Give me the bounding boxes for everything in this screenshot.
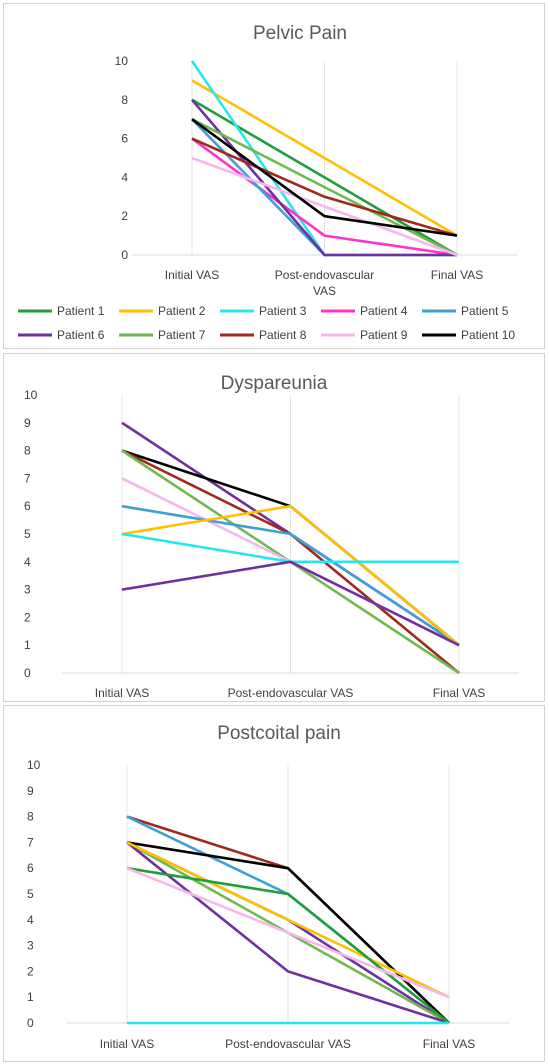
y-tick-label: 1 bbox=[24, 638, 31, 652]
y-tick-label: 0 bbox=[121, 248, 128, 262]
x-tick-label: Post-endovascular VAS bbox=[228, 686, 354, 700]
x-tick-label: Final VAS bbox=[431, 268, 483, 282]
x-tick-label: Initial VAS bbox=[100, 1037, 154, 1051]
y-tick-label: 8 bbox=[24, 444, 31, 458]
y-tick-label: 2 bbox=[27, 964, 34, 978]
legend-label: Patient 5 bbox=[461, 304, 509, 318]
legend-label: Patient 7 bbox=[158, 328, 206, 342]
series-line-patient-7 bbox=[191, 118, 458, 257]
dyspareunia-chart: Dyspareunia 0 1 2 3 4 5 6 7 8 9 10 Initial VAS Post-e… bbox=[24, 373, 519, 700]
y-tick-label: 0 bbox=[24, 666, 31, 680]
series-line-9 bbox=[121, 560, 460, 647]
legend-label: Patient 4 bbox=[360, 304, 408, 318]
y-tick-label: 6 bbox=[121, 132, 128, 146]
y-tick-label: 4 bbox=[27, 913, 34, 927]
y-tick-label: 6 bbox=[27, 861, 34, 875]
y-tick-label: 2 bbox=[24, 610, 31, 624]
series-line-patient-2 bbox=[191, 79, 458, 237]
series-line-patient-10 bbox=[191, 118, 458, 237]
legend-label: Patient 1 bbox=[57, 304, 105, 318]
x-tick-label: Post-endovascular VAS bbox=[275, 268, 374, 298]
series-line-8 bbox=[126, 866, 450, 1025]
series-line-6 bbox=[126, 841, 450, 1025]
y-tick-label: 9 bbox=[27, 784, 34, 798]
x-tick-label: Initial VAS bbox=[95, 686, 149, 700]
chart-title: Postcoital pain bbox=[217, 723, 341, 744]
y-tick-label: 5 bbox=[24, 527, 31, 541]
y-tick-label: 10 bbox=[24, 388, 38, 402]
series-line-patient-9 bbox=[191, 156, 458, 257]
series-line-9 bbox=[126, 866, 450, 999]
y-tick-label: 8 bbox=[27, 810, 34, 824]
y-tick-label: 5 bbox=[27, 887, 34, 901]
series-line-patient-4 bbox=[191, 137, 458, 257]
legend-label: Patient 8 bbox=[259, 328, 307, 342]
y-tick-label: 2 bbox=[121, 209, 128, 223]
legend-label: Patient 10 bbox=[461, 328, 515, 342]
series-line-7 bbox=[121, 504, 460, 647]
legend-label: Patient 6 bbox=[57, 328, 105, 342]
y-tick-label: 8 bbox=[121, 93, 128, 107]
chart-title: Dyspareunia bbox=[221, 373, 328, 394]
postcoital-pain-chart: Postcoital pain 0 1 2 3 4 5 6 7 8 9 10 Initial VAS Po… bbox=[27, 723, 509, 1051]
y-tick-label: 7 bbox=[24, 471, 31, 485]
x-tick-label: Final VAS bbox=[423, 1037, 475, 1051]
series-line-6 bbox=[121, 504, 460, 647]
x-tick-label: Final VAS bbox=[433, 686, 485, 700]
postcoital-pain-chart-panel: Postcoital pain 0 1 2 3 4 5 6 7 8 9 10 Initial VAS Po… bbox=[3, 705, 545, 1062]
y-tick-label: 0 bbox=[27, 1016, 34, 1030]
legend-label: Patient 2 bbox=[158, 304, 206, 318]
y-tick-label: 3 bbox=[24, 583, 31, 597]
y-tick-label: 4 bbox=[121, 170, 128, 184]
pelvic-pain-chart: Pelvic Pain 0 2 4 6 8 10 Initial VAS Post-endova… bbox=[18, 23, 517, 342]
y-tick-label: 10 bbox=[115, 54, 129, 68]
y-tick-label: 10 bbox=[27, 758, 41, 772]
series-line-7 bbox=[126, 841, 450, 999]
y-tick-label: 6 bbox=[24, 499, 31, 513]
pelvic-pain-chart-panel: Pelvic Pain 0 2 4 6 8 10 Initial VAS Post-endova… bbox=[3, 3, 545, 349]
y-tick-label: 7 bbox=[27, 835, 34, 849]
series-line-patient-8 bbox=[191, 137, 458, 237]
y-tick-label: 1 bbox=[27, 990, 34, 1004]
legend-label: Patient 9 bbox=[360, 328, 408, 342]
y-tick-label: 3 bbox=[27, 939, 34, 953]
y-tick-label: 4 bbox=[24, 555, 31, 569]
dyspareunia-chart-panel: Dyspareunia 0 1 2 3 4 5 6 7 8 9 10 Initial VAS Post-e… bbox=[3, 353, 545, 702]
x-tick-label: Post-endovascular VAS bbox=[225, 1037, 351, 1051]
chart-title: Pelvic Pain bbox=[253, 23, 347, 44]
legend-label: Patient 3 bbox=[259, 304, 307, 318]
y-tick-label: 9 bbox=[24, 416, 31, 430]
x-tick-label: Initial VAS bbox=[165, 268, 219, 282]
